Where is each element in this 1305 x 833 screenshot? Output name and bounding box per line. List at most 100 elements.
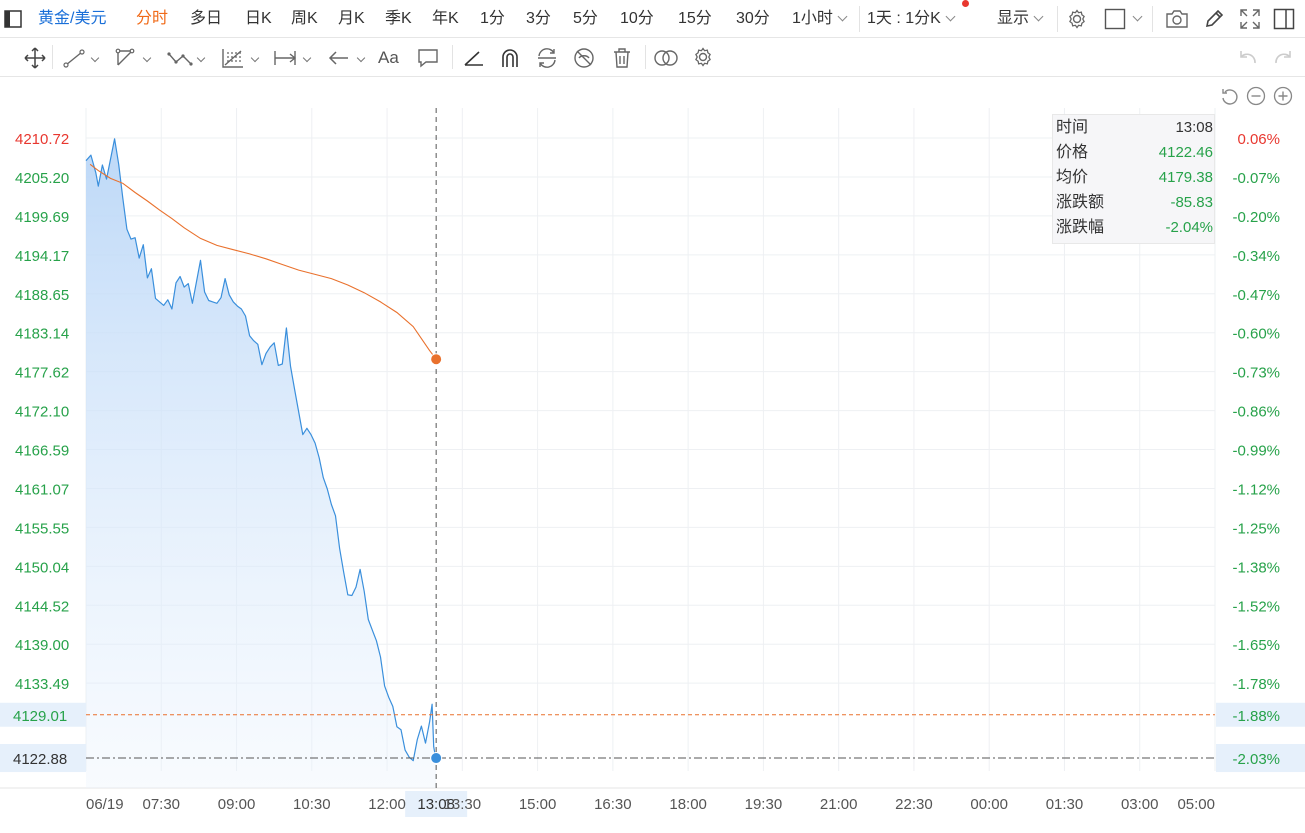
period-tab-10min[interactable]: 10分 [620, 10, 654, 27]
y-axis-label-right: -1.52% [1232, 598, 1280, 615]
period-tab-30min[interactable]: 30分 [736, 10, 770, 27]
drawing-settings-gear-icon[interactable] [692, 46, 716, 70]
comment-tool-icon[interactable] [416, 46, 440, 70]
measure-tool-icon[interactable] [272, 46, 316, 70]
chevron-down-icon [302, 53, 312, 63]
period-tab-quarterly[interactable]: 季K [385, 10, 412, 27]
move-crosshair-icon[interactable] [22, 46, 48, 70]
info-value-price: 4122.46 [1158, 144, 1213, 161]
info-row-price: 价格 4122.46 [1053, 140, 1216, 165]
fullscreen-icon[interactable] [1239, 0, 1261, 38]
y-axis-label-right: -1.78% [1232, 676, 1280, 693]
chart-panel[interactable]: 4129.01 -1.88% 4122.88 -2.03% 13:08 4210.72 0… [0, 78, 1305, 833]
average-crosshair-dot [430, 353, 443, 366]
y-axis-label-right: -0.99% [1232, 443, 1280, 460]
period-tab-daily[interactable]: 日K [245, 10, 272, 27]
y-axis-label-right: -0.47% [1232, 287, 1280, 304]
settings-gear-icon[interactable] [1066, 0, 1090, 38]
period-tab-weekly[interactable]: 周K [291, 10, 318, 27]
hide-drawings-icon[interactable] [572, 46, 596, 70]
x-axis-tick-label: 22:30 [895, 796, 933, 813]
polyline-tool-icon[interactable] [166, 46, 210, 70]
square-icon [1104, 8, 1126, 30]
chevron-down-icon [250, 53, 260, 63]
fibonacci-tool-icon[interactable] [220, 46, 264, 70]
zoom-out-icon[interactable] [1246, 86, 1266, 106]
x-axis-tick-label: 19:30 [745, 796, 783, 813]
crosshair-time-label: 13:08 [417, 796, 455, 813]
chevron-down-icon [142, 53, 152, 63]
x-axis-tick-label: 13:30 [444, 796, 482, 813]
crosshair-pct-label: -2.03% [1232, 751, 1280, 768]
y-axis-label-left: 4139.00 [15, 637, 69, 654]
sync-drawings-icon[interactable] [535, 46, 559, 70]
y-axis-label-left: 4166.59 [15, 443, 69, 460]
text-tool-icon[interactable]: Aa [378, 48, 399, 67]
period-tab-15min[interactable]: 15分 [678, 10, 712, 27]
y-axis-label-right: -0.60% [1232, 326, 1280, 343]
y-axis-label-left: 4210.72 [15, 131, 69, 148]
axis-labels: 4210.72 0.06% 4205.20 -0.07% 4199.69 -0.20% 41… [15, 131, 1280, 813]
redo-icon[interactable] [1272, 46, 1296, 70]
period-tab-5min[interactable]: 5分 [573, 10, 598, 27]
x-axis-tick-label: 01:30 [1046, 796, 1084, 813]
price-crosshair-dot [430, 752, 443, 765]
sidebar-toggle-icon[interactable] [4, 0, 24, 38]
info-value-avg: 4179.38 [1158, 169, 1213, 186]
range-dropdown[interactable]: 1天 : 1分K [867, 0, 956, 38]
toolbar-divider [859, 6, 860, 32]
magnet-icon[interactable] [498, 46, 522, 70]
reset-chart-icon[interactable] [1219, 86, 1239, 106]
y-axis-label-left: 4144.52 [15, 598, 69, 615]
info-label: 时间 [1056, 119, 1089, 136]
chevron-down-icon [196, 53, 206, 63]
period-tab-3min[interactable]: 3分 [526, 10, 551, 27]
period-tab-intraday[interactable]: 分时 [136, 10, 169, 27]
y-axis-label-right: -1.12% [1232, 481, 1280, 498]
split-view-icon[interactable] [1273, 0, 1297, 38]
period-tab-monthly[interactable]: 月K [338, 10, 365, 27]
x-axis-tick-label: 16:30 [594, 796, 632, 813]
info-row-time: 时间 13:08 [1053, 115, 1216, 140]
period-tab-yearly[interactable]: 年K [432, 10, 459, 27]
undo-icon[interactable] [1235, 46, 1259, 70]
info-row-change: 涨跌额 -85.83 [1053, 190, 1216, 215]
x-axis-tick-label: 09:00 [218, 796, 256, 813]
trend-line-icon[interactable] [62, 46, 102, 70]
y-axis-label-left: 4177.62 [15, 365, 69, 382]
arrow-tool-icon[interactable] [326, 46, 370, 70]
compare-icon[interactable] [653, 46, 679, 70]
toolbar-divider [1057, 6, 1058, 32]
chevron-down-icon [1033, 11, 1044, 22]
y-axis-label-right: -1.25% [1232, 520, 1280, 537]
y-axis-label-left: 4199.69 [15, 209, 69, 226]
y-axis-label-right: -1.38% [1232, 559, 1280, 576]
layout-dropdown[interactable] [1104, 0, 1144, 38]
intraday-chart[interactable]: 4129.01 -1.88% 4122.88 -2.03% 13:08 4210.72 0… [0, 78, 1305, 833]
x-axis-tick-label: 05:00 [1177, 796, 1215, 813]
toolbar-divider [645, 45, 646, 69]
zoom-in-icon[interactable] [1273, 86, 1293, 106]
reference-price-label: 4129.01 [13, 708, 67, 725]
symbol-selector[interactable]: 黄金/美元 [38, 10, 107, 27]
channel-tool-icon[interactable] [114, 46, 156, 70]
x-axis-tick-label: 15:00 [519, 796, 557, 813]
period-tab-multiday[interactable]: 多日 [190, 10, 223, 27]
info-label: 价格 [1056, 144, 1089, 161]
x-axis-tick-label: 18:00 [669, 796, 707, 813]
reference-label-bg-left [0, 702, 86, 727]
period-dropdown-label: 1小时 [792, 10, 833, 27]
display-dropdown[interactable]: 显示 [997, 0, 1044, 38]
pencil-icon[interactable] [1203, 0, 1225, 38]
period-tab-1min[interactable]: 1分 [480, 10, 505, 27]
period-dropdown-1hour[interactable]: 1小时 [792, 0, 848, 38]
y-axis-label-left: 4155.55 [15, 520, 69, 537]
y-axis-label-right: -0.73% [1232, 365, 1280, 382]
trash-icon[interactable] [610, 46, 634, 70]
chevron-down-icon [1132, 11, 1143, 22]
ruler-angle-icon[interactable] [462, 46, 486, 70]
reference-pct-label: -1.88% [1232, 708, 1280, 725]
y-axis-label-right: -1.65% [1232, 637, 1280, 654]
camera-icon[interactable] [1165, 0, 1189, 38]
toolbar-divider [1152, 6, 1153, 32]
